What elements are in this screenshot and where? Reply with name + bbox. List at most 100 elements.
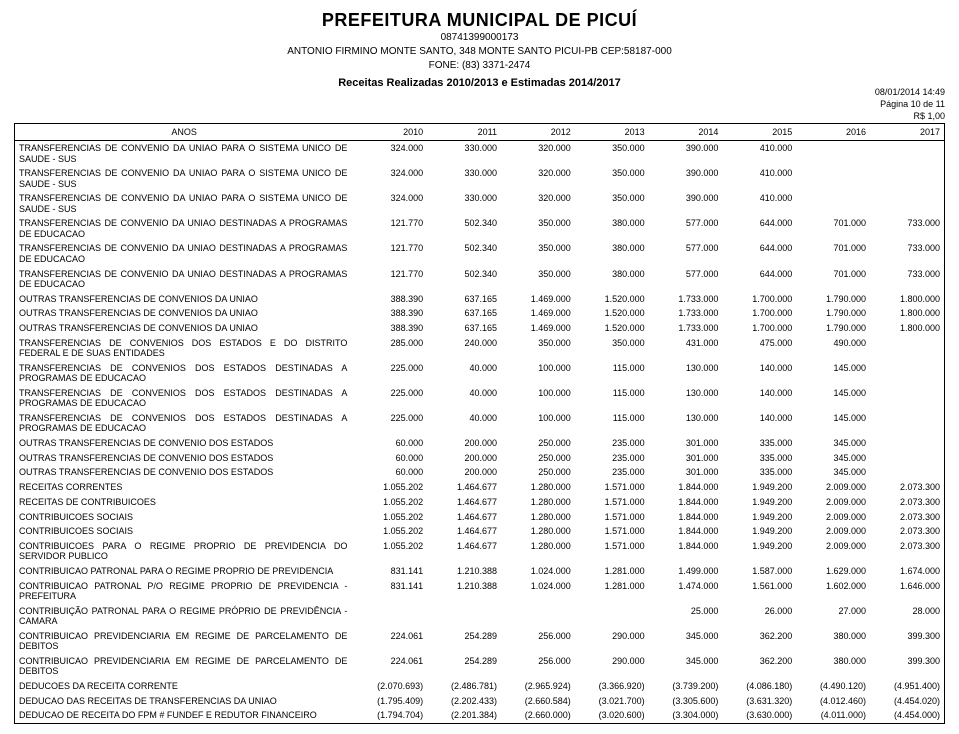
cell-value: (4.951.400): [870, 679, 944, 694]
cell-value: 40.000: [427, 361, 501, 386]
cell-value: 254.289: [427, 629, 501, 654]
cell-value: 362.200: [722, 654, 796, 679]
cell-value: 2.073.300: [870, 495, 944, 510]
cell-value: 577.000: [649, 241, 723, 266]
row-desc: OUTRAS TRANSFERENCIAS DE CONVENIOS DA UN…: [15, 291, 353, 306]
table-row: OUTRAS TRANSFERENCIAS DE CONVENIOS DA UN…: [15, 321, 944, 336]
org-phone: FONE: (83) 3371-2474: [14, 59, 945, 73]
report-frame: ANOS 2010 2011 2012 2013 2014 2015 2016 …: [14, 123, 945, 724]
cell-value: [796, 191, 870, 216]
cell-value: 350.000: [501, 266, 575, 291]
cell-value: 388.390: [353, 306, 427, 321]
cell-value: 1.520.000: [575, 321, 649, 336]
cell-value: [870, 436, 944, 451]
cell-value: 2.009.000: [796, 480, 870, 495]
cell-value: 1.024.000: [501, 579, 575, 604]
cell-value: 1.210.388: [427, 579, 501, 604]
cell-value: 1.469.000: [501, 291, 575, 306]
cell-value: (3.739.200): [649, 679, 723, 694]
table-row: DEDUCAO DE RECEITA DO FPM # FUNDEF E RED…: [15, 708, 944, 723]
cell-value: 1.587.000: [722, 564, 796, 579]
row-desc: TRANSFERENCIAS DE CONVENIO DA UNIAO DEST…: [15, 216, 353, 241]
cell-value: 100.000: [501, 361, 575, 386]
cell-value: 388.390: [353, 291, 427, 306]
table-row: TRANSFERENCIAS DE CONVENIO DA UNIAO DEST…: [15, 216, 944, 241]
cell-value: 577.000: [649, 216, 723, 241]
cell-value: [501, 604, 575, 629]
table-row: CONTRIBUIÇÃO PATRONAL PARA O REGIME PRÓP…: [15, 604, 944, 629]
cell-value: 1.469.000: [501, 306, 575, 321]
cell-value: 410.000: [722, 141, 796, 167]
cell-value: 1.055.202: [353, 509, 427, 524]
cell-value: (3.020.600): [575, 708, 649, 723]
cell-value: [870, 166, 944, 191]
cell-value: 1.800.000: [870, 306, 944, 321]
cell-value: 1.464.677: [427, 495, 501, 510]
cell-value: 335.000: [722, 451, 796, 466]
cell-value: (4.012.460): [796, 694, 870, 709]
cell-value: 1.790.000: [796, 321, 870, 336]
cell-value: (4.086.180): [722, 679, 796, 694]
cell-value: 235.000: [575, 465, 649, 480]
cell-value: 285.000: [353, 336, 427, 361]
cell-value: [353, 604, 427, 629]
row-desc: CONTRIBUICOES SOCIAIS: [15, 509, 353, 524]
cell-value: (4.454.000): [870, 708, 944, 723]
table-row: TRANSFERENCIAS DE CONVENIO DA UNIAO DEST…: [15, 266, 944, 291]
cell-value: 733.000: [870, 266, 944, 291]
cell-value: 390.000: [649, 141, 723, 167]
cell-value: [870, 191, 944, 216]
cell-value: 350.000: [575, 191, 649, 216]
cell-value: (3.304.000): [649, 708, 723, 723]
table-row: TRANSFERENCIAS DE CONVENIOS DOS ESTADOS …: [15, 411, 944, 436]
cell-value: 330.000: [427, 191, 501, 216]
col-year-2: 2012: [501, 124, 575, 141]
row-desc: OUTRAS TRANSFERENCIAS DE CONVENIO DOS ES…: [15, 451, 353, 466]
row-desc: TRANSFERENCIAS DE CONVENIO DA UNIAO DEST…: [15, 241, 353, 266]
cell-value: 1.674.000: [870, 564, 944, 579]
cell-value: 1.733.000: [649, 291, 723, 306]
cell-value: 224.061: [353, 654, 427, 679]
col-year-6: 2016: [796, 124, 870, 141]
cell-value: 324.000: [353, 191, 427, 216]
table-row: OUTRAS TRANSFERENCIAS DE CONVENIOS DA UN…: [15, 291, 944, 306]
cell-value: (4.454.020): [870, 694, 944, 709]
cell-value: 380.000: [575, 266, 649, 291]
cell-value: 1.844.000: [649, 495, 723, 510]
cell-value: 1.474.000: [649, 579, 723, 604]
row-desc: OUTRAS TRANSFERENCIAS DE CONVENIOS DA UN…: [15, 306, 353, 321]
table-row: CONTRIBUICOES SOCIAIS1.055.2021.464.6771…: [15, 524, 944, 539]
cell-value: [575, 604, 649, 629]
org-address: ANTONIO FIRMINO MONTE SANTO, 348 MONTE S…: [14, 45, 945, 59]
cell-value: 290.000: [575, 654, 649, 679]
cell-value: [870, 336, 944, 361]
cell-value: 345.000: [649, 654, 723, 679]
cell-value: 100.000: [501, 411, 575, 436]
cell-value: 2.009.000: [796, 524, 870, 539]
cell-value: 2.073.300: [870, 509, 944, 524]
cell-value: 644.000: [722, 266, 796, 291]
cell-value: 431.000: [649, 336, 723, 361]
cell-value: 2.009.000: [796, 539, 870, 564]
cell-value: 250.000: [501, 436, 575, 451]
cell-value: 1.055.202: [353, 480, 427, 495]
row-desc: OUTRAS TRANSFERENCIAS DE CONVENIO DOS ES…: [15, 465, 353, 480]
cell-value: 399.300: [870, 654, 944, 679]
cell-value: 475.000: [722, 336, 796, 361]
cell-value: 250.000: [501, 465, 575, 480]
cell-value: 1.499.000: [649, 564, 723, 579]
cell-value: 1.280.000: [501, 539, 575, 564]
cell-value: [870, 141, 944, 167]
cell-value: 1.629.000: [796, 564, 870, 579]
org-title: PREFEITURA MUNICIPAL DE PICUÍ: [14, 10, 945, 31]
col-anos: ANOS: [15, 124, 353, 141]
cell-value: 1.464.677: [427, 539, 501, 564]
cell-value: 1.571.000: [575, 539, 649, 564]
row-desc: TRANSFERENCIAS DE CONVENIOS DOS ESTADOS …: [15, 336, 353, 361]
cell-value: 1.844.000: [649, 480, 723, 495]
cell-value: (4.011.000): [796, 708, 870, 723]
cell-value: 380.000: [575, 241, 649, 266]
cell-value: 1.949.200: [722, 480, 796, 495]
cell-value: 1.949.200: [722, 509, 796, 524]
row-desc: DEDUCOES DA RECEITA CORRENTE: [15, 679, 353, 694]
